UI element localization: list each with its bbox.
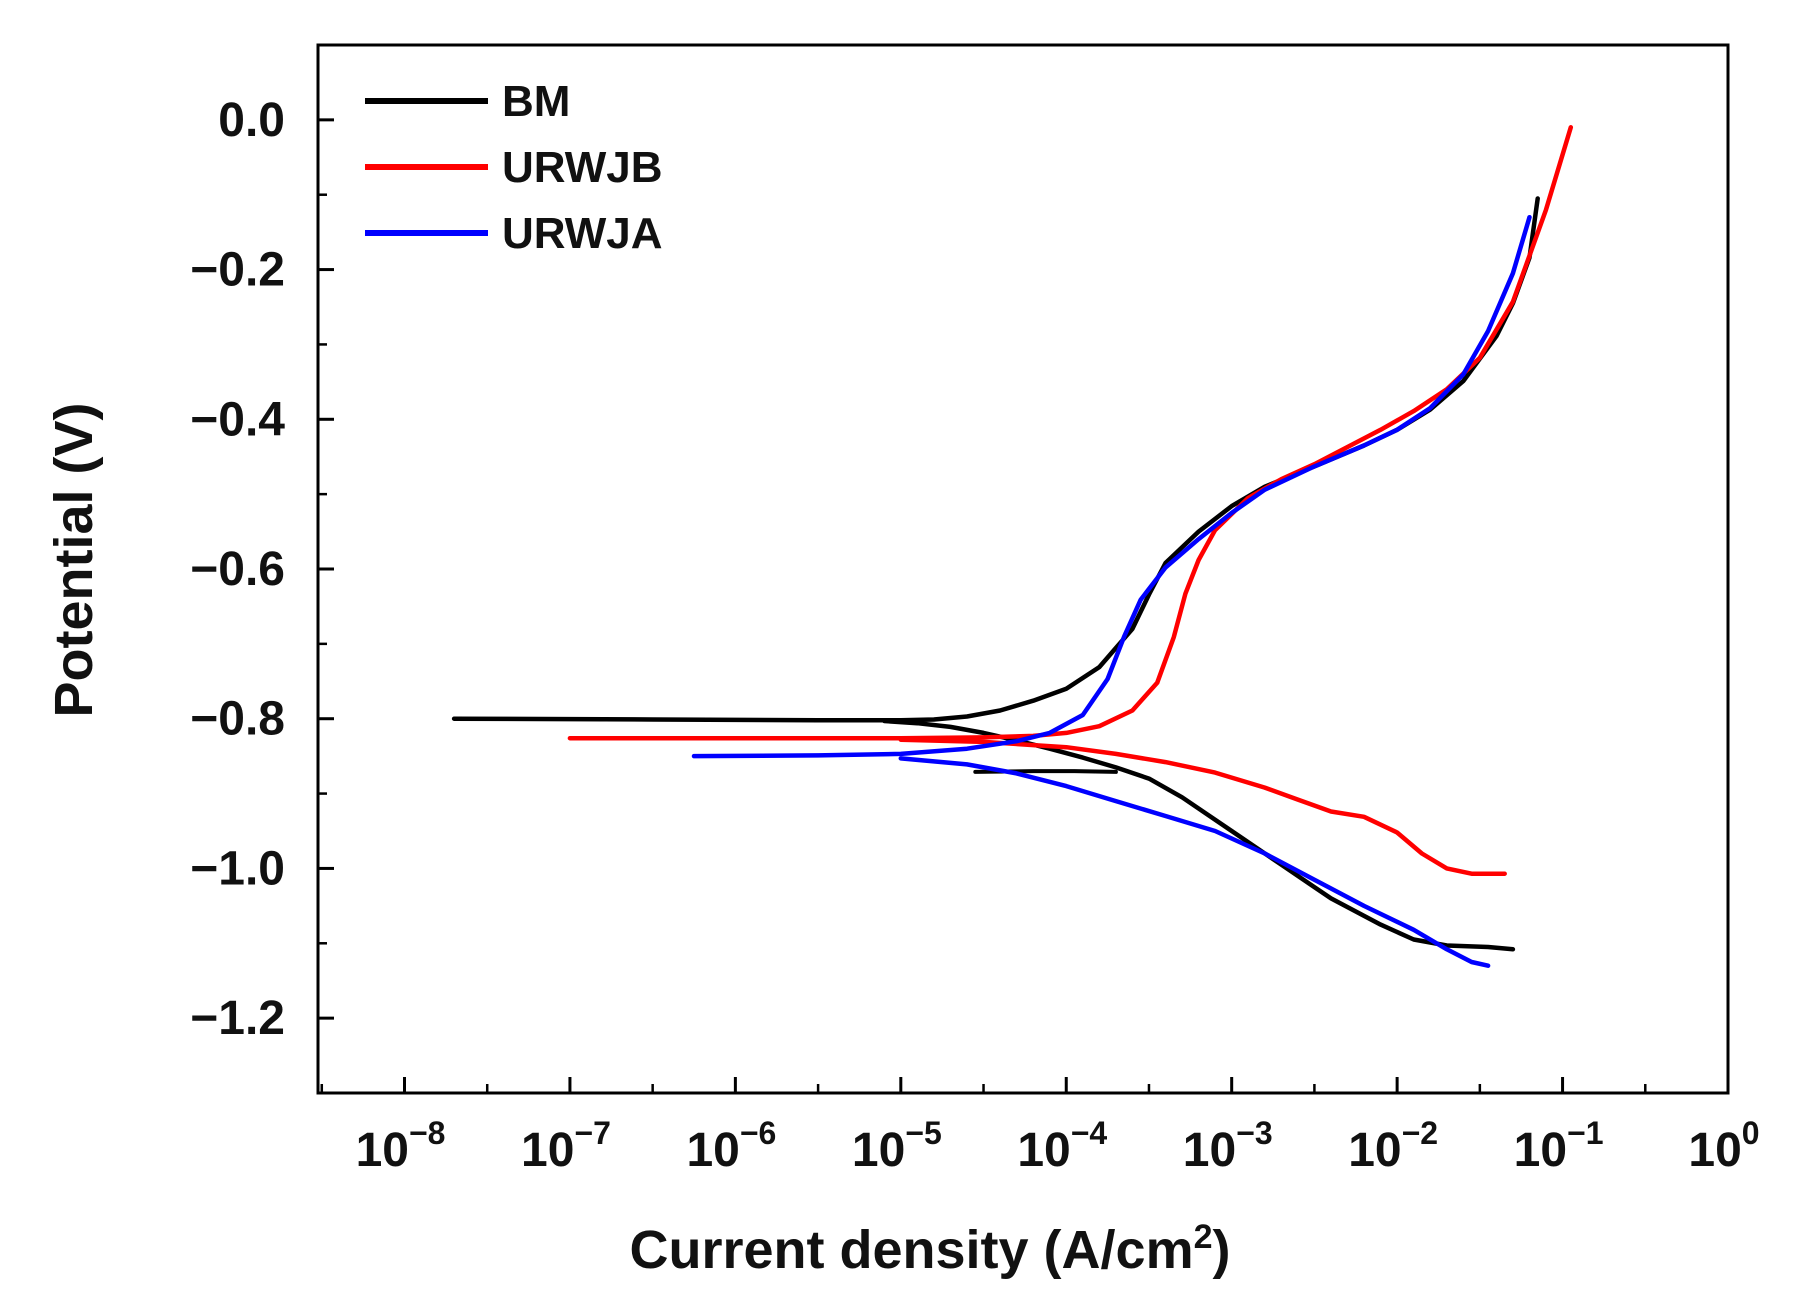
x-tick-label: 10−1 xyxy=(1514,1115,1604,1177)
legend-label-urwja: URWJA xyxy=(502,209,663,258)
x-tick-label: 100 xyxy=(1688,1115,1759,1177)
x-axis-ticks: 10−8 10−7 10−6 10−5 10−4 10−3 10−2 10−1 100 xyxy=(320,1077,1760,1177)
x-axis-title-tail: ) xyxy=(1213,1220,1231,1280)
y-tick-label: −0.6 xyxy=(190,543,285,596)
legend: BM URWJB URWJA xyxy=(365,77,663,258)
x-axis-title: Current density (A/cm2) xyxy=(629,1218,1230,1280)
x-tick-label: 10−2 xyxy=(1348,1115,1438,1177)
legend-label-urwjb: URWJB xyxy=(502,143,663,192)
series-urwja-anodic-line xyxy=(691,214,1532,759)
x-tick-label: 10−4 xyxy=(1017,1115,1107,1177)
x-tick-label: 10−7 xyxy=(521,1115,611,1177)
series-bm-anodic-line xyxy=(451,196,1540,723)
y-axis-ticks: 0.0 −0.2 −0.4 −0.6 −0.8 −1.0 −1.2 xyxy=(190,43,334,1095)
series-urwja-cathodic-line xyxy=(898,756,1491,968)
x-tick-label: 10−6 xyxy=(686,1115,776,1177)
y-tick-label: 0.0 xyxy=(218,94,285,147)
y-tick-label: −0.8 xyxy=(190,693,285,746)
x-tick-label: 10−5 xyxy=(852,1115,942,1177)
y-axis-title: Potential (V) xyxy=(44,402,104,717)
y-tick-label: −1.2 xyxy=(190,992,285,1045)
x-axis-title-main: Current density (A/cm xyxy=(629,1220,1193,1280)
series-urwjb-cathodic-line xyxy=(898,737,1507,876)
y-tick-label: −1.0 xyxy=(190,842,285,895)
y-tick-label: −0.4 xyxy=(190,393,285,446)
series-urwjb-anodic-line xyxy=(567,125,1574,741)
x-axis-title-sup: 2 xyxy=(1194,1218,1213,1256)
plot-frame xyxy=(316,43,1730,1095)
y-tick-label: −0.2 xyxy=(190,244,285,297)
x-tick-label: 10−3 xyxy=(1183,1115,1273,1177)
legend-label-bm: BM xyxy=(502,77,570,126)
series-layer xyxy=(451,125,1574,968)
series-bm-cathodic-line xyxy=(882,718,1516,952)
x-tick-label: 10−8 xyxy=(356,1115,446,1177)
